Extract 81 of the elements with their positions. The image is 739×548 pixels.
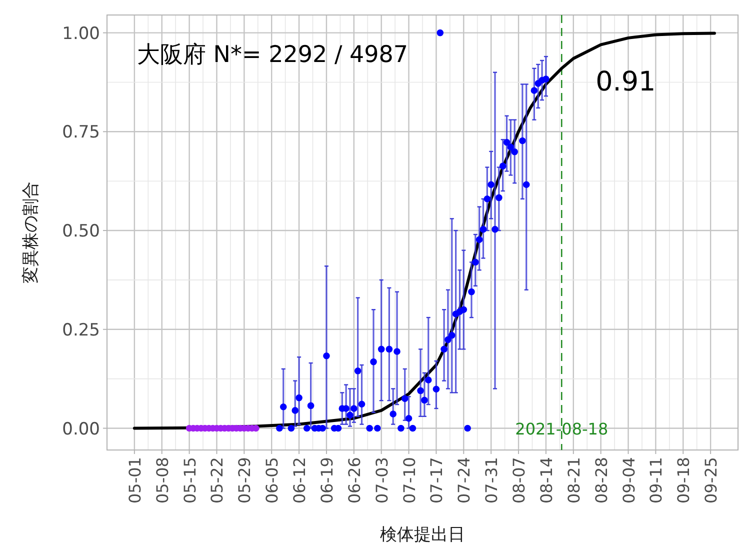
point: [303, 424, 310, 432]
point: [366, 424, 373, 432]
point: [386, 346, 393, 353]
point: [507, 144, 514, 150]
x-tick-label: 05-08: [152, 457, 172, 504]
x-tick-label: 07-17: [427, 457, 446, 504]
point: [374, 424, 381, 432]
point: [346, 412, 354, 419]
point: [460, 306, 468, 314]
point: [436, 29, 444, 36]
point: [354, 368, 362, 374]
x-axis-title: 検体提出日: [380, 525, 465, 545]
point: [280, 403, 287, 410]
x-tick-label: 08-21: [564, 457, 584, 504]
x-tick-label: 07-31: [482, 457, 502, 504]
y-tick-label: 0.50: [62, 222, 100, 242]
point: [488, 181, 494, 188]
point: [522, 181, 530, 188]
point: [424, 376, 432, 384]
x-tick-label: 05-22: [208, 457, 227, 504]
point: [476, 236, 483, 244]
point: [448, 332, 456, 339]
x-tick-label: 07-10: [400, 457, 419, 504]
x-tick-label: 08-28: [592, 457, 611, 504]
x-tick-label: 09-04: [619, 457, 638, 504]
point: [496, 194, 502, 202]
point: [409, 424, 416, 432]
point: [464, 424, 471, 432]
point: [401, 395, 408, 402]
y-axis-title: 変異株の割合: [21, 182, 41, 284]
point: [472, 258, 479, 266]
x-tick-label: 07-03: [372, 457, 392, 504]
point: [370, 358, 377, 366]
x-tick-label: 08-07: [510, 457, 529, 504]
x-tick-label: 08-14: [536, 457, 556, 504]
point: [398, 424, 404, 432]
x-tick-label: 05-01: [125, 457, 144, 504]
y-tick-label: 0.00: [62, 419, 100, 440]
point: [390, 410, 397, 418]
point: [503, 138, 510, 146]
annotation: 大阪府 N*= 2292 / 4987: [137, 42, 408, 68]
point: [323, 352, 330, 360]
point: [394, 348, 400, 355]
point: [468, 288, 475, 296]
point: [296, 394, 302, 402]
x-tick-label: 07-24: [454, 457, 474, 504]
point: [288, 424, 295, 432]
point: [511, 148, 518, 156]
y-tick-label: 0.25: [62, 320, 100, 340]
x-tick-label: 05-29: [235, 457, 254, 504]
point: [440, 346, 448, 353]
point: [276, 424, 283, 432]
point: [530, 87, 538, 94]
point: [492, 226, 498, 233]
point: [405, 414, 412, 422]
x-tick-label: 06-26: [344, 457, 364, 504]
x-tick-label: 06-05: [262, 457, 282, 504]
x-tick-label: 09-11: [646, 457, 666, 504]
point: [307, 402, 314, 410]
point: [444, 336, 452, 344]
point: [378, 346, 385, 353]
point: [484, 195, 491, 202]
point: [417, 387, 424, 394]
point: [421, 396, 428, 404]
x-tick-label: 05-15: [180, 457, 200, 504]
x-tick-label: 09-25: [702, 457, 721, 504]
point: [292, 407, 299, 414]
y-tick-label: 0.75: [62, 122, 100, 143]
point: [499, 162, 506, 170]
point: [358, 400, 366, 408]
x-tick-label: 06-12: [290, 457, 310, 504]
point: [480, 226, 487, 233]
point: [519, 137, 526, 144]
x-tick-label: 06-19: [317, 457, 336, 504]
y-tick-label: 1.00: [62, 24, 100, 44]
point: [350, 405, 358, 412]
annotation: 0.91: [596, 66, 656, 98]
ref-line-label: 2021-08-18: [515, 419, 608, 438]
x-tick-label: 09-18: [674, 457, 694, 504]
point: [432, 386, 440, 392]
point: [542, 76, 550, 82]
